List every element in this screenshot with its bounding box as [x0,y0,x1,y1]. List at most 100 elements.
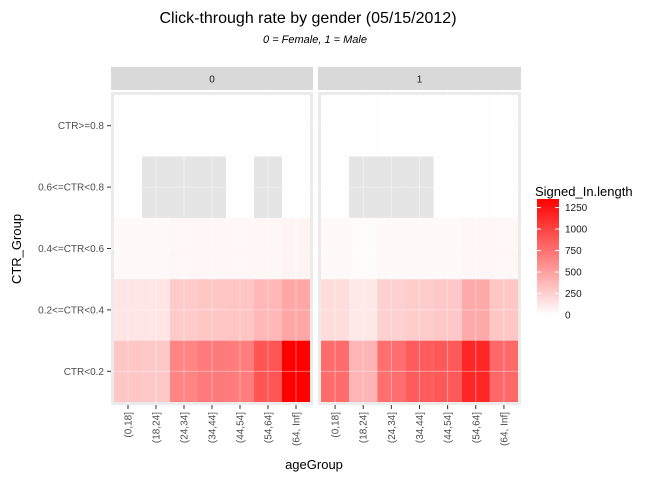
heatmap-tile [282,156,310,218]
heatmap-tile [170,156,198,218]
heatmap-tile [282,340,310,402]
legend-colorbar [537,199,559,315]
x-tick-label: (44,54] [236,412,247,443]
facet-strip-label: 0 [209,75,215,86]
legend-tick-label: 750 [565,246,582,257]
heatmap-tile [321,217,350,280]
heatmap-tile [489,217,518,280]
heatmap-tile [321,156,350,218]
heatmap-tile [254,95,282,157]
x-axis-title: ageGroup [285,457,343,472]
y-tick-label: 0.4<=CTR<0.6 [38,244,104,255]
heatmap-tile [254,156,282,218]
heatmap-tile [170,217,198,280]
legend-tick-label: 500 [565,268,582,279]
x-tick-label: (0,18] [331,412,342,438]
heatmap-tile [321,340,350,402]
heatmap-tile [170,279,198,341]
heatmap-tile [198,95,226,157]
x-tick-label: (24,34] [387,412,398,443]
heatmap-tile [461,156,490,218]
heatmap-tile [489,156,518,218]
heatmap-tile [433,340,462,402]
legend-tick-label: 0 [565,311,571,322]
heatmap-tile [114,279,142,341]
legend: 0 250 500 750 1000 1250 [537,199,588,322]
heatmap-tile [489,95,518,157]
heatmap-tile [198,217,226,280]
legend-title: Signed_In.length [535,184,633,199]
chart-subtitle: 0 = Female, 1 = Male [263,34,367,46]
heatmap-tile [321,279,350,341]
heatmap-tile [282,95,310,157]
heatmap-tile [349,279,378,341]
heatmap-tile [377,340,406,402]
x-tick-label: (34,44] [208,412,219,443]
heatmap-tile [114,340,142,402]
heatmap-tile [142,95,170,157]
facet-strip-label: 1 [417,75,423,86]
x-tick-label: (64, Inf] [292,412,303,446]
heatmap-tile [433,217,462,280]
heatmap-tile [433,95,462,157]
heatmap-tile [198,340,226,402]
facet-strip [318,67,521,90]
x-tick-label: (54,64] [264,412,275,443]
heatmap-tile [142,156,170,218]
legend-tick-label: 1000 [565,225,588,236]
heatmap-tile [226,340,254,402]
heatmap-tile [377,156,406,218]
y-tick-label: 0.6<=CTR<0.8 [38,183,104,194]
y-tick-label: CTR<0.2 [64,367,105,378]
heatmap-tile [282,279,310,341]
x-tick-label: (54,64] [471,412,482,443]
heatmap-tile [377,279,406,341]
x-tick-label: (18,24] [152,412,163,443]
x-tick-label: (18,24] [359,412,370,443]
heatmap-tile [142,279,170,341]
heatmap-tile [142,340,170,402]
heatmap-tile [461,340,490,402]
heatmap-tile [349,340,378,402]
y-tick-label: CTR>=0.8 [58,121,105,132]
x-tick-label: (64, Inf] [499,412,510,446]
heatmap-tile [377,217,406,280]
heatmap-tile [226,279,254,341]
heatmap-tile [114,95,142,157]
heatmap-tile [282,217,310,280]
heatmap-tile [349,156,378,218]
heatmap-tile [114,156,142,218]
heatmap-tile [254,279,282,341]
facet-panel-0: 0 (0,18] (18,24] (24,34] (34,44] (44,54] (54,6… [38,67,313,446]
heatmap-tile [461,95,490,157]
heatmap-tile [433,156,462,218]
heatmap-tile [254,217,282,280]
heatmap-tile [198,279,226,341]
heatmap-tile [114,217,142,280]
heatmap-tile [226,217,254,280]
x-tick-label: (24,34] [180,412,191,443]
heatmap-tile [377,95,406,157]
heatmap-tile [170,95,198,157]
y-tick-label: 0.2<=CTR<0.4 [38,305,104,316]
heatmap-tile [349,217,378,280]
heatmap-tile [405,95,434,157]
heatmap-tile [349,95,378,157]
y-axis-title: CTR_Group [9,214,24,284]
x-tick-label: (34,44] [415,412,426,443]
heatmap-tile [433,279,462,341]
heatmap-tile [405,156,434,218]
heatmap-tile [142,217,170,280]
heatmap-tile [321,95,350,157]
facet-strip [111,67,313,90]
heatmap-tile [461,217,490,280]
heatmap-tile [226,156,254,218]
heatmap-tile [198,156,226,218]
heatmap-tile [226,95,254,157]
legend-tick-label: 1250 [565,203,588,214]
legend-tick-label: 250 [565,289,582,300]
chart-title: Click-through rate by gender (05/15/2012… [159,10,456,27]
x-tick-label: (0,18] [124,412,135,438]
